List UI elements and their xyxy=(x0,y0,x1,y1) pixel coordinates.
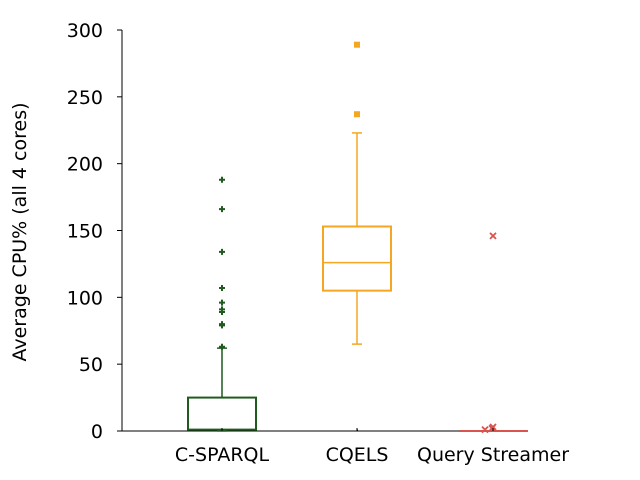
y-tick-label: 100 xyxy=(67,287,103,309)
outlier-point xyxy=(354,111,360,118)
outlier-point xyxy=(219,343,225,350)
outlier-point xyxy=(219,176,225,183)
x-category-label: Query Streamer xyxy=(417,444,569,466)
outlier-point xyxy=(219,206,225,213)
y-tick-label: 300 xyxy=(67,20,103,42)
outlier-point xyxy=(219,299,225,306)
y-axis-title: Average CPU% (all 4 cores) xyxy=(9,102,31,361)
y-tick-label: 50 xyxy=(79,354,103,376)
outlier-point xyxy=(481,426,489,434)
outlier-point xyxy=(219,284,225,291)
y-tick-label: 200 xyxy=(67,154,103,176)
y-tick-label: 0 xyxy=(91,421,103,443)
axes xyxy=(121,30,528,432)
box-query-streamer xyxy=(459,232,527,434)
y-tick-label: 250 xyxy=(67,87,103,109)
y-axis-ticks: 0 50 100 150 200 250 300 xyxy=(67,20,122,443)
outlier-point xyxy=(219,306,225,313)
outlier-point xyxy=(489,232,497,240)
y-tick-label: 150 xyxy=(67,221,103,243)
box-iqr xyxy=(187,396,257,431)
outlier-point xyxy=(489,423,497,431)
outlier-point xyxy=(354,41,360,48)
outlier-point xyxy=(219,321,225,328)
outlier-point xyxy=(219,248,225,255)
box-series xyxy=(187,41,527,434)
box-iqr xyxy=(322,225,392,292)
box-cqels xyxy=(322,41,392,345)
x-category-label: CQELS xyxy=(326,444,389,466)
box-c-sparql xyxy=(187,176,257,432)
x-category-label: C-SPARQL xyxy=(175,444,270,466)
x-axis-categories: C-SPARQL CQELS Query Streamer xyxy=(175,428,569,466)
